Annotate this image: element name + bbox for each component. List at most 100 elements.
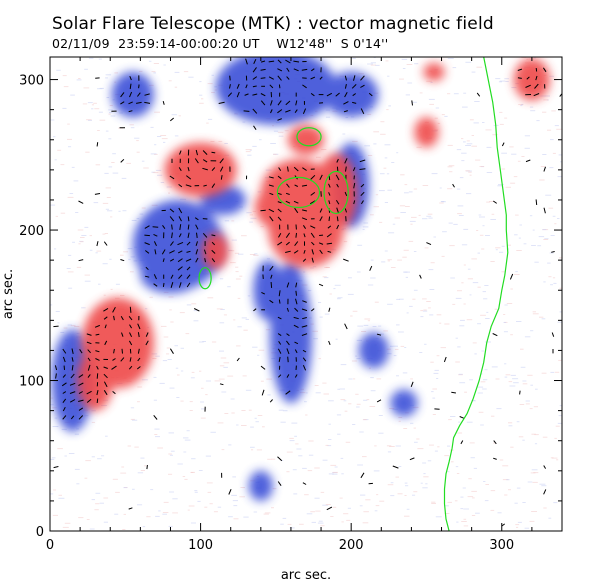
noise-speck [169,491,174,493]
noise-speck [237,326,242,328]
noise-speck [381,261,386,263]
noise-speck [495,247,501,249]
noise-speck [486,201,490,203]
noise-speck [363,511,369,513]
noise-speck [514,274,520,275]
noise-speck [205,394,208,396]
noise-speck [558,154,562,156]
noise-speck [314,467,320,469]
noise-speck [188,76,194,78]
noise-speck [337,388,340,390]
noise-speck [402,256,407,258]
noise-speck [322,382,327,384]
noise-speck [190,522,196,524]
noise-speck [50,119,55,121]
noise-speck [153,399,157,401]
noise-speck [280,460,284,461]
noise-speck [431,503,436,504]
field-vector [71,357,74,362]
field-vector [326,233,332,238]
field-vector [146,464,148,470]
field-vector [409,457,415,461]
noise-speck [483,298,488,300]
noise-speck [207,297,214,299]
noise-speck [105,208,109,210]
noise-speck [241,425,247,426]
noise-speck [363,399,368,401]
noise-speck [463,264,466,266]
noise-speck [126,162,131,164]
noise-speck [253,254,259,256]
noise-speck [166,347,170,349]
noise-speck [209,503,213,505]
noise-speck [387,75,390,77]
noise-speck [458,215,464,216]
noise-speck [364,145,370,147]
noise-speck [482,291,486,293]
noise-speck [459,177,464,179]
noise-speck [466,140,470,142]
noise-speck [352,57,356,59]
field-vector [344,158,348,164]
noise-speck [336,414,342,416]
noise-speck [412,298,416,300]
noise-speck [322,459,328,461]
field-vector [120,259,125,262]
noise-speck [99,119,106,121]
noise-speck [508,489,511,491]
noise-speck [356,339,362,341]
field-vector [152,226,159,228]
x-tick-label: 300 [489,538,514,553]
noise-speck [356,406,360,408]
noise-speck [199,81,202,83]
field-vector [261,291,266,295]
noise-speck [387,259,392,261]
field-vector [543,207,546,214]
noise-speck [531,433,536,435]
noise-speck [547,262,551,264]
field-vector [94,193,101,195]
noise-speck [224,413,229,414]
noise-speck [396,298,400,300]
noise-speck [398,420,401,422]
noise-speck [450,416,456,417]
field-vector [62,356,66,363]
noise-speck [543,281,546,283]
noise-speck [531,511,537,512]
chart-subtitle: 02/11/09 23:59:14-00:00:20 UT W12'48'' S… [52,36,389,51]
noise-speck [521,103,524,105]
noise-speck [375,64,380,66]
noise-speck [133,260,138,262]
noise-speck [511,153,517,155]
noise-speck [230,262,236,264]
noise-speck [429,103,434,105]
noise-speck [132,419,138,421]
noise-speck [402,372,408,374]
noise-speck [243,516,249,518]
noise-speck [461,138,464,140]
noise-speck [211,341,217,343]
field-vector [178,216,182,222]
noise-speck [406,508,410,510]
noise-speck [68,146,72,148]
noise-speck [148,60,152,62]
noise-speck [549,252,554,254]
noise-speck [491,366,498,368]
field-vector [79,349,83,354]
noise-speck [516,526,519,528]
noise-speck [410,422,414,424]
field-vector [459,416,465,419]
field-vector [169,175,175,180]
noise-speck [422,218,428,220]
noise-speck [109,112,113,114]
noise-speck [221,449,225,451]
noise-speck [97,458,102,460]
field-vector [128,101,133,105]
field-vector [229,75,231,81]
field-vector [178,282,182,288]
noise-speck [310,323,314,325]
field-vector [285,340,290,346]
field-vector [62,406,66,412]
noise-speck [425,483,428,485]
